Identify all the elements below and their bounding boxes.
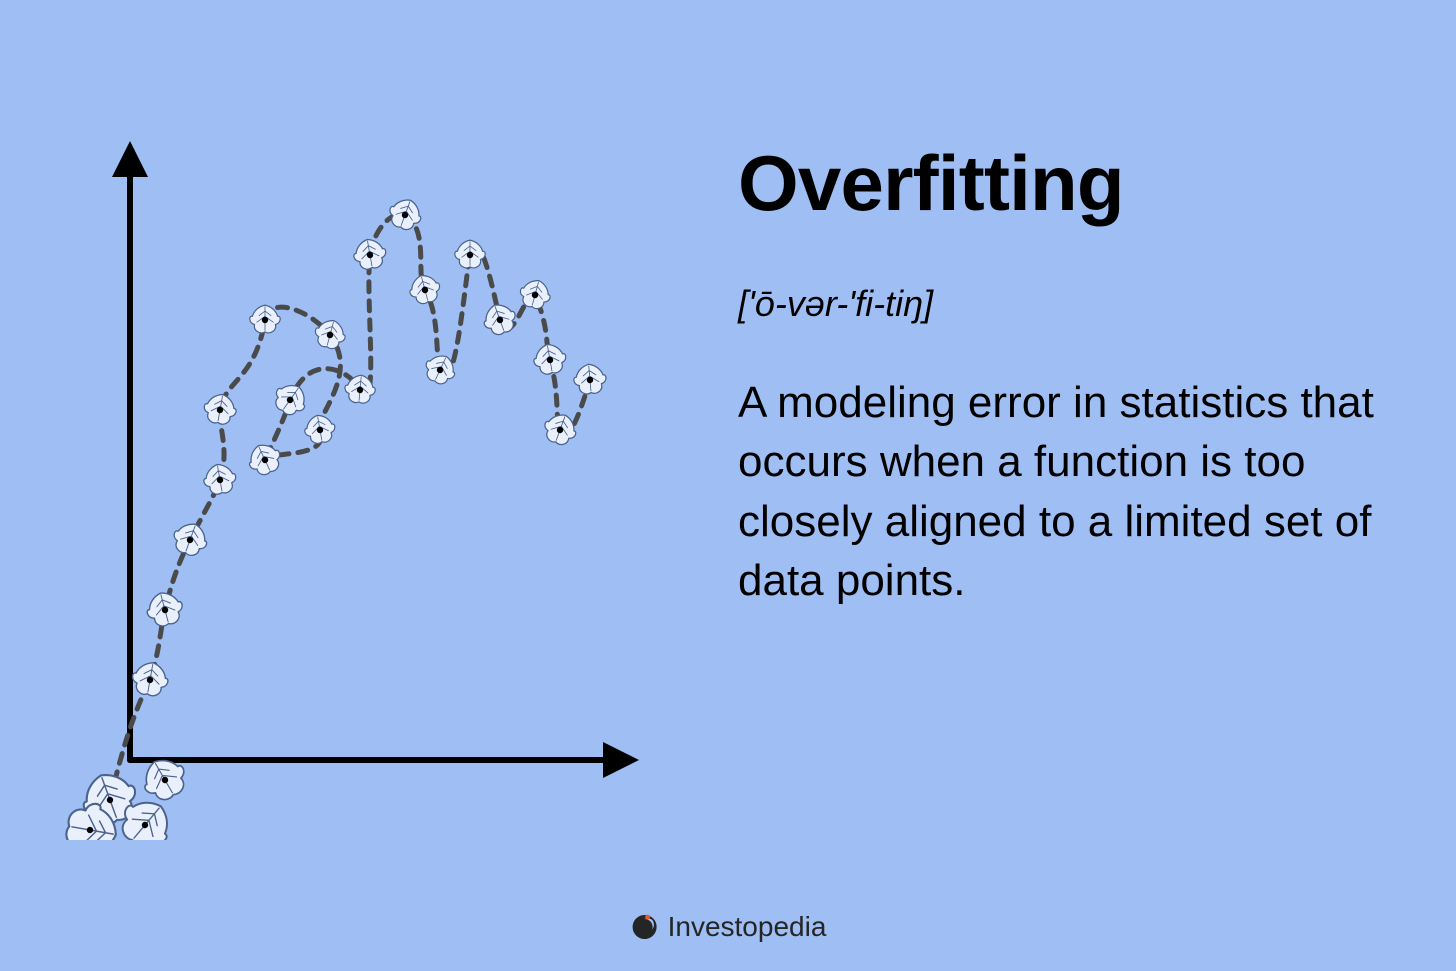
infographic-canvas: Overfitting ['ō-vər-'fi-tiŋ] A modeling … — [0, 0, 1456, 971]
brand-logo-icon — [630, 912, 660, 942]
term-definition: A modeling error in statistics that occu… — [738, 373, 1378, 611]
brand-footer: Investopedia — [630, 911, 827, 943]
text-area: Overfitting ['ō-vər-'fi-tiŋ] A modeling … — [738, 138, 1378, 611]
chart-area — [60, 120, 680, 840]
brand-name: Investopedia — [668, 911, 827, 943]
term-title: Overfitting — [738, 138, 1378, 229]
term-pronunciation: ['ō-vər-'fi-tiŋ] — [738, 283, 1378, 325]
overfitting-chart — [60, 120, 680, 840]
